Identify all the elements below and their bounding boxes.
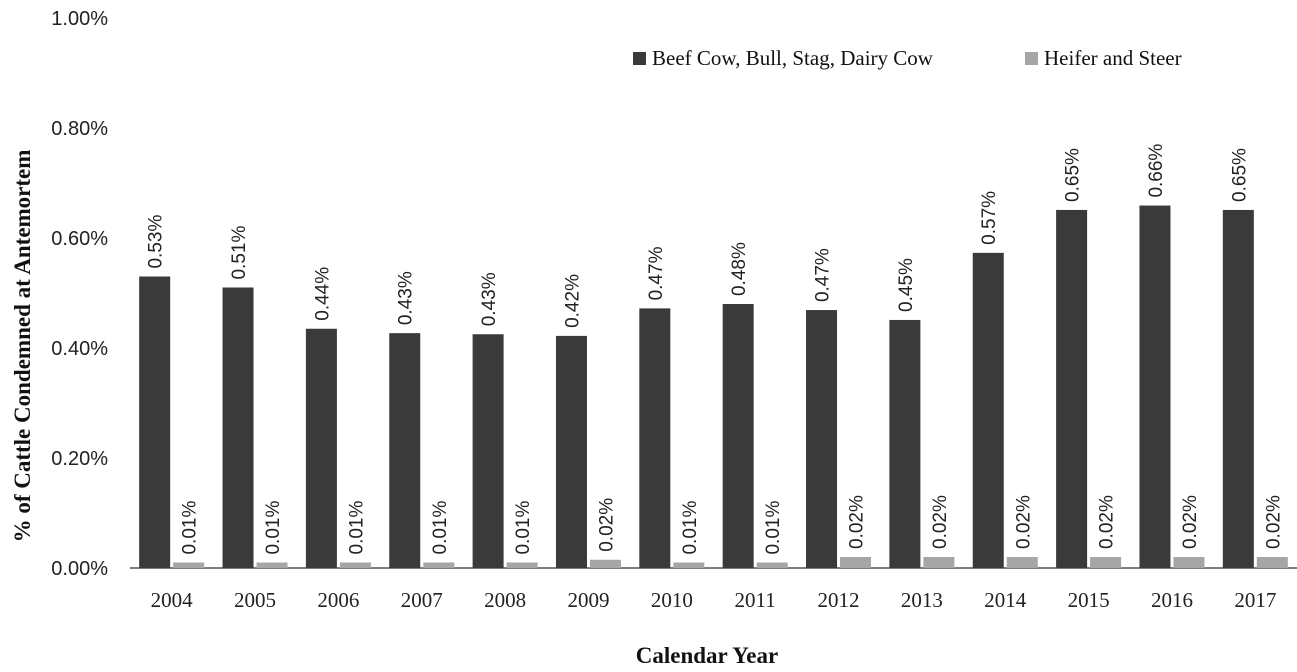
data-label: 0.42% [562,274,583,328]
bar-beef-cow [1222,209,1254,568]
bar-beef-cow [889,319,921,568]
legend-entry: Heifer and Steer [1044,46,1182,70]
bar-heifer-steer [589,559,621,568]
bars: 0.53% 0.01% 0.51% 0.01% 0.44% 0.01% 0.43% 0.01%… [139,144,1288,569]
bar-beef-cow [806,310,838,568]
data-label: 0.01% [763,501,784,555]
bar-heifer-steer [840,557,872,568]
y-tick-label: 0.60% [51,228,108,250]
x-tick-label: 2008 [484,588,526,612]
data-label: 0.01% [346,501,367,555]
bar-heifer-steer [256,562,288,568]
y-tick-label: 0.80% [51,118,108,140]
bar-beef-cow [1056,209,1088,568]
legend: Beef Cow, Bull, Stag, Dairy Cow Heifer an… [633,46,1182,70]
bar-heifer-steer [1173,557,1205,568]
data-label: 0.44% [312,267,333,321]
bar-beef-cow [1139,205,1171,569]
legend-swatch [1025,52,1038,65]
bar-heifer-steer [173,562,205,568]
bar-beef-cow [972,252,1004,568]
data-label: 0.02% [930,495,951,549]
data-label: 0.48% [729,242,750,296]
bar-heifer-steer [506,562,538,568]
x-tick-label: 2005 [234,588,276,612]
x-tick-label: 2016 [1151,588,1193,612]
data-label: 0.01% [513,501,534,555]
y-tick-label: 0.40% [51,338,108,360]
x-tick-label: 2009 [567,588,609,612]
y-tick-label: 0.00% [51,558,108,580]
bar-heifer-steer [1006,557,1038,568]
x-tick-label: 2013 [901,588,943,612]
bar-beef-cow [555,335,587,568]
data-label: 0.02% [1180,495,1201,549]
data-label: 0.65% [1063,148,1084,202]
data-label: 0.47% [646,246,667,300]
x-tick-label: 2012 [818,588,860,612]
legend-swatch [633,52,646,65]
y-axis-label: % of Cattle Condemned at Antemortem [10,150,35,543]
bar-beef-cow [305,328,337,568]
bar-heifer-steer [756,562,788,568]
data-label: 0.02% [1097,495,1118,549]
x-tick-label: 2006 [317,588,359,612]
y-tick-label: 1.00% [51,8,108,30]
y-tick-label: 0.20% [51,448,108,470]
bar-beef-cow [389,333,421,568]
bar-heifer-steer [423,562,455,568]
x-tick-label: 2010 [651,588,693,612]
data-label: 0.43% [479,272,500,326]
data-label: 0.02% [847,495,868,549]
data-label: 0.02% [1263,495,1284,549]
x-tick-label: 2007 [401,588,443,612]
bar-beef-cow [139,276,171,568]
data-label: 0.01% [180,501,201,555]
data-label: 0.01% [680,501,701,555]
x-tick-label: 2014 [984,588,1027,612]
bar-heifer-steer [339,562,371,568]
bar-beef-cow [722,304,754,568]
bar-heifer-steer [1090,557,1122,568]
data-label: 0.66% [1146,144,1167,198]
x-axis-tick-labels: 2004 2005 2006 2007 2008 2009 2010 2011 2012 2013… [151,588,1277,612]
data-label: 0.47% [813,248,834,302]
data-label: 0.01% [263,501,284,555]
data-label: 0.45% [896,258,917,312]
data-label: 0.02% [1013,495,1034,549]
x-axis-label: Calendar Year [636,643,778,668]
data-label: 0.65% [1229,148,1250,202]
bar-heifer-steer [923,557,955,568]
bar-beef-cow [639,308,671,568]
x-tick-label: 2017 [1234,588,1276,612]
x-tick-label: 2011 [735,588,776,612]
x-tick-label: 2015 [1068,588,1110,612]
data-label: 0.57% [979,191,1000,245]
data-label: 0.01% [430,501,451,555]
x-tick-label: 2004 [151,588,194,612]
legend-entry: Beef Cow, Bull, Stag, Dairy Cow [652,46,934,70]
data-label: 0.51% [229,226,250,280]
data-label: 0.02% [596,498,617,552]
data-label: 0.53% [146,215,167,269]
bar-beef-cow [222,287,254,568]
data-label: 0.43% [396,271,417,325]
y-axis-tick-labels: 0.00% 0.20% 0.40% 0.60% 0.80% 1.00% [51,8,108,580]
bar-beef-cow [472,334,504,568]
bar-heifer-steer [1256,557,1288,568]
bar-heifer-steer [673,562,705,568]
